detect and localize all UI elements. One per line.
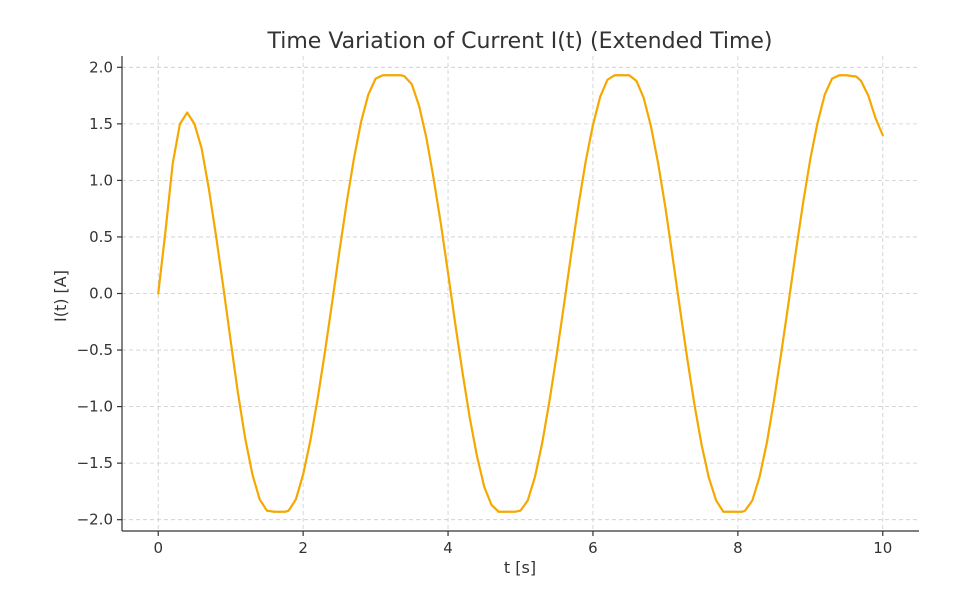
- series-layer: [157, 74, 884, 513]
- x-tick-label: 10: [873, 539, 892, 557]
- y-axis-label: I(t) [A]: [51, 270, 70, 322]
- x-tick-label: 6: [588, 539, 598, 557]
- x-axis-label: t [s]: [504, 558, 536, 577]
- y-tick-label: 2.0: [89, 58, 113, 76]
- y-tick-label: 0.0: [89, 285, 113, 303]
- x-tick-label: 2: [298, 539, 308, 557]
- x-tick-label: 4: [443, 539, 453, 557]
- grid: [122, 56, 919, 531]
- y-tick-label: 0.5: [89, 228, 113, 246]
- y-tick-label: 1.0: [89, 171, 113, 189]
- x-tick-label: 8: [733, 539, 743, 557]
- y-tick-label: −0.5: [77, 341, 113, 359]
- y-tick-label: −1.0: [77, 398, 113, 416]
- y-tick-label: 1.5: [89, 115, 113, 133]
- series-line-current: [157, 74, 884, 513]
- x-tick-label: 0: [153, 539, 163, 557]
- chart-title: Time Variation of Current I(t) (Extended…: [266, 29, 772, 54]
- y-tick-label: −2.0: [77, 511, 113, 529]
- ticks: 0 2 4 6 8 10 2.0 1.5 1.0 0.5 0.0 −0.5 −1.0 −1.5 −2.0: [77, 58, 893, 557]
- y-tick-label: −1.5: [77, 454, 113, 472]
